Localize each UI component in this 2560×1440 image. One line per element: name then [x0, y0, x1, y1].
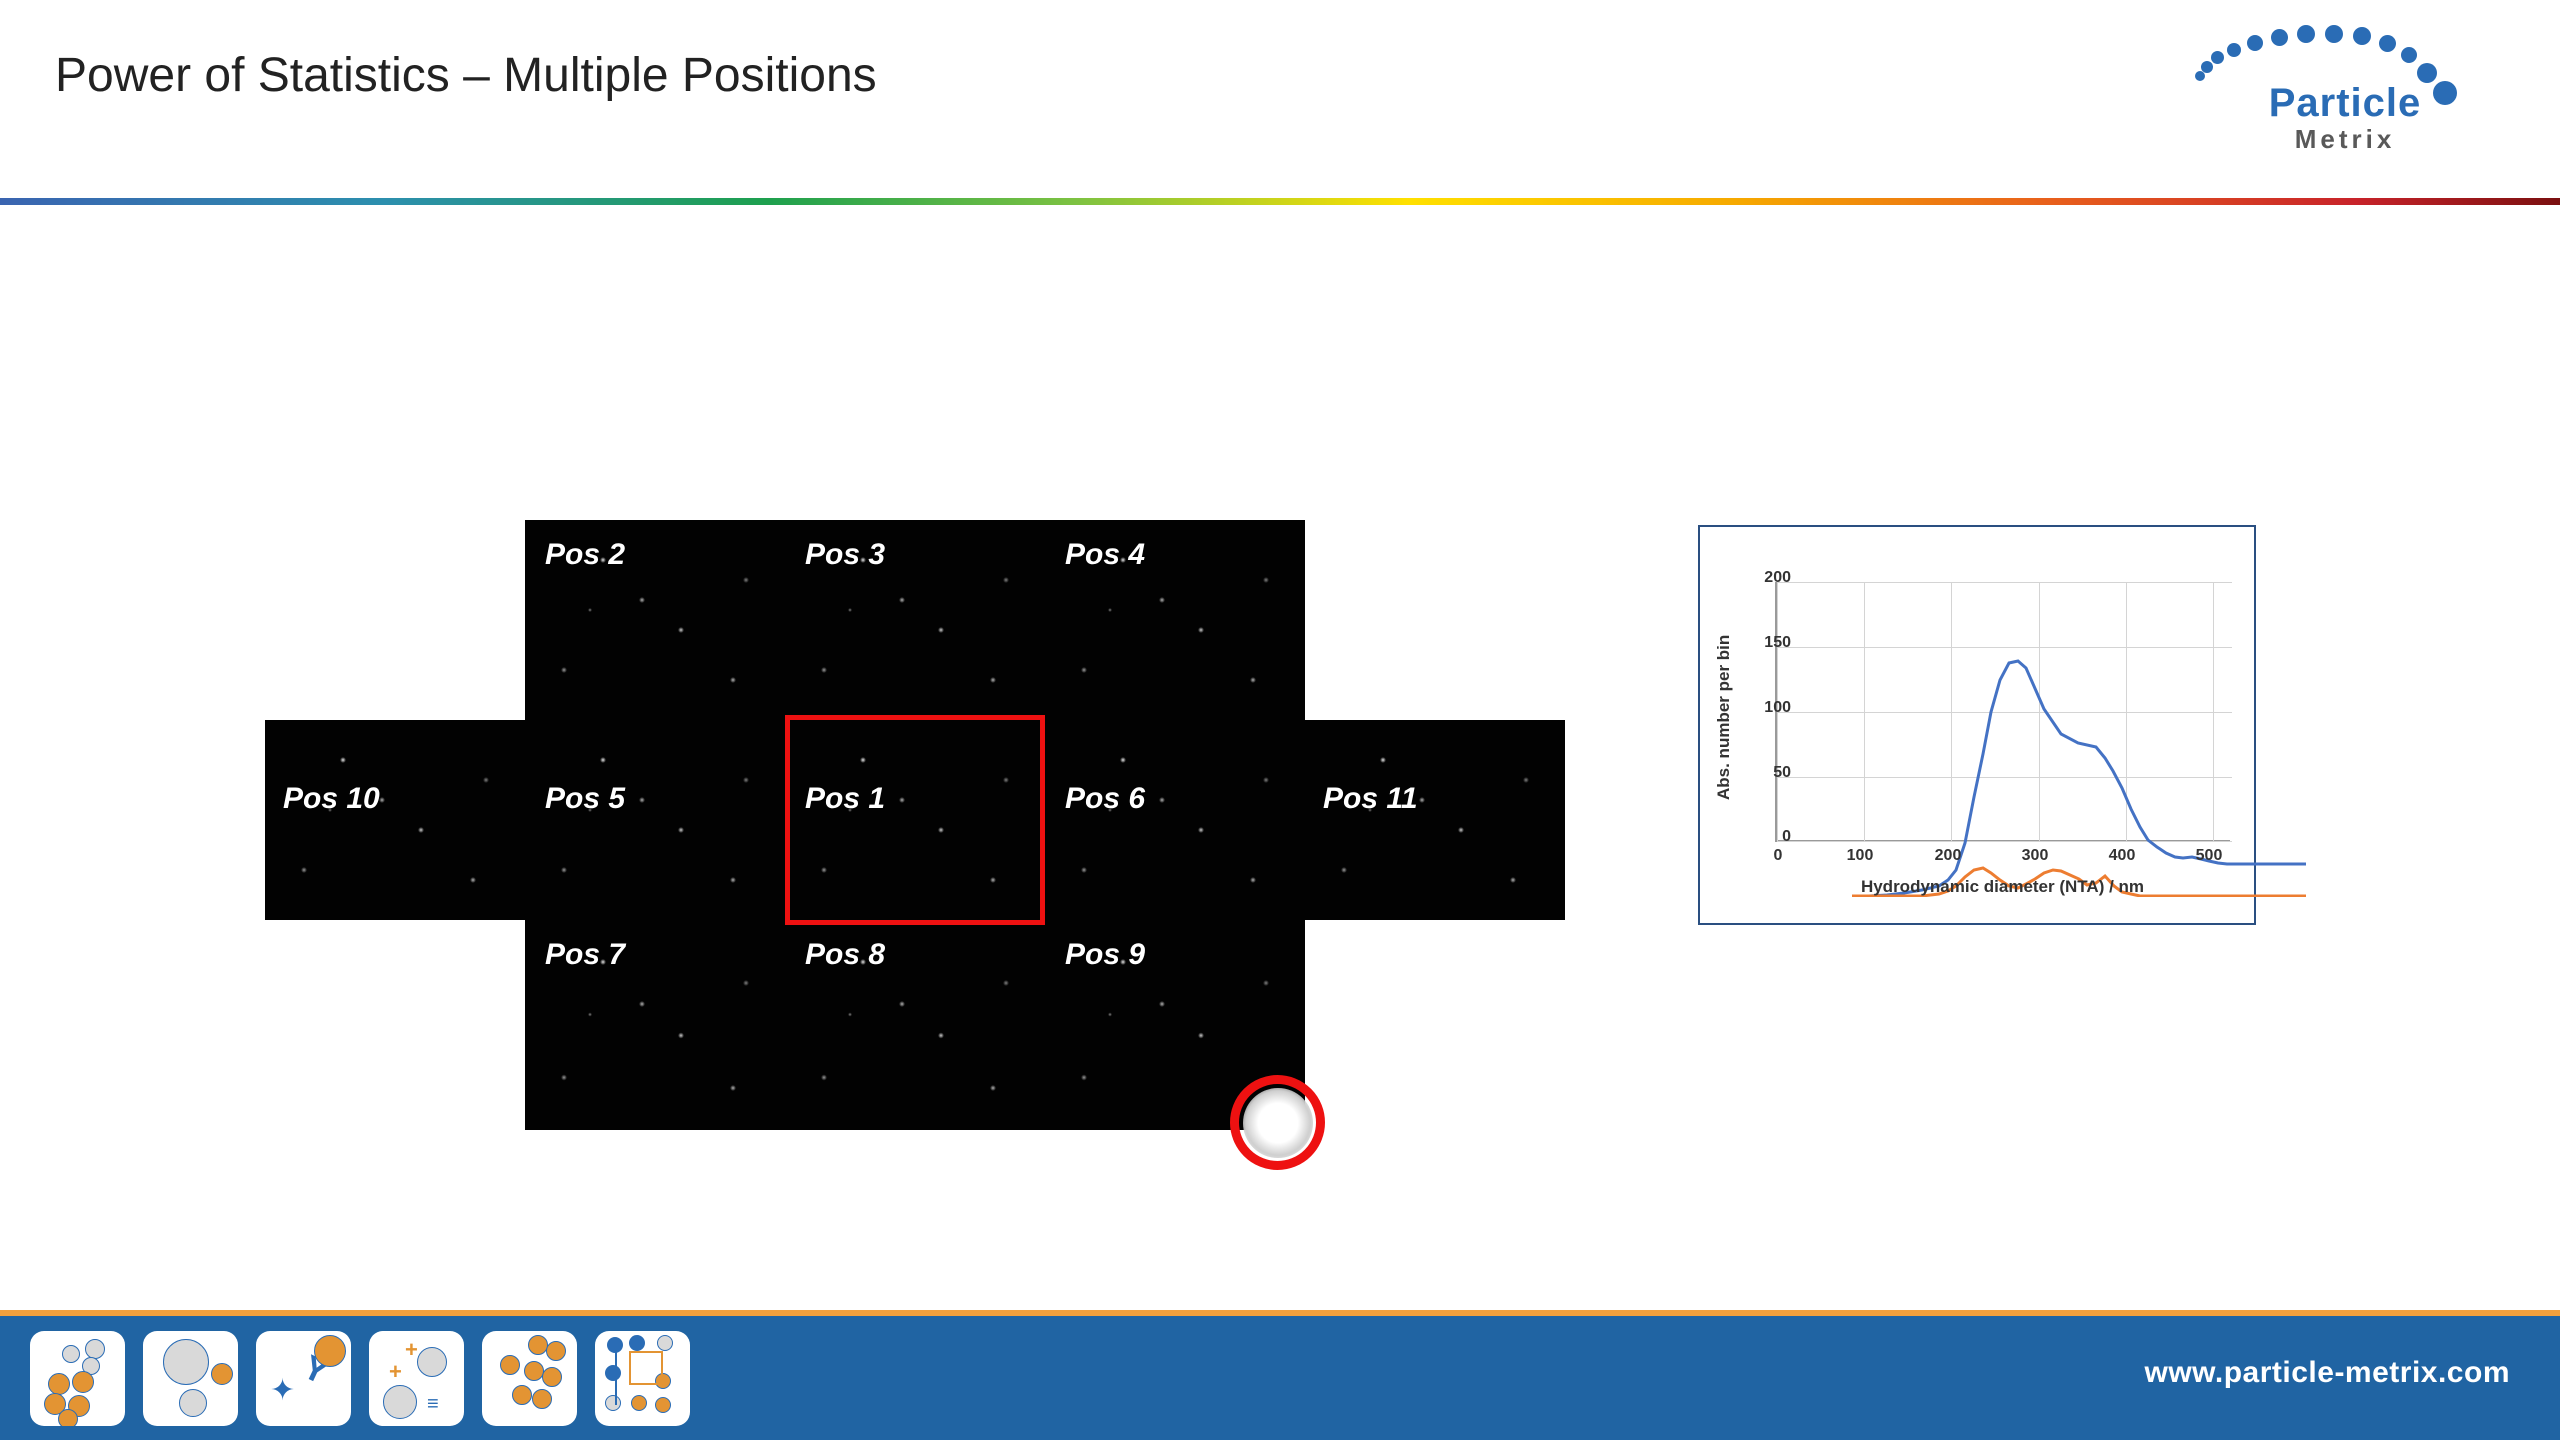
chart-xlabel: Hydrodynamic diameter (NTA) / nm — [1775, 877, 2230, 897]
logo-text-metrix: Metrix — [2185, 124, 2505, 155]
tile-pos-4: Pos 4 — [1045, 520, 1305, 720]
microscopy-cross-image: Pos 2 Pos 3 Pos 4 Pos 10 Pos 5 Pos 1 Pos… — [265, 520, 1305, 1130]
logo-text-particle: Particle — [2185, 81, 2505, 126]
ytick-100: 100 — [1751, 699, 1791, 717]
xtick-500: 500 — [2189, 847, 2229, 865]
tile-pos-3: Pos 3 — [785, 520, 1045, 720]
header-section: Power of Statistics – Multiple Positions… — [0, 0, 2560, 200]
tile-pos-8: Pos 8 — [785, 920, 1045, 1130]
chart-lines-svg — [1852, 637, 2307, 897]
footer-toolbar: ✦ Y + + ≡ — [0, 1310, 2560, 1440]
footer-website-url[interactable]: www.particle-metrix.com — [2145, 1356, 2511, 1390]
ytick-50: 50 — [1751, 764, 1791, 782]
highlight-circle-particle — [1230, 1075, 1325, 1170]
footer-icon-antibody[interactable]: ✦ Y — [256, 1331, 351, 1426]
tile-pos-11: Pos 11 — [1305, 720, 1565, 920]
ytick-150: 150 — [1751, 634, 1791, 652]
chart-ylabel: Abs. number per bin — [1714, 587, 1734, 847]
xtick-300: 300 — [2015, 847, 2055, 865]
particle-size-distribution-chart: Abs. number per bin 200 150 100 50 0 0 1… — [1698, 525, 2256, 925]
xtick-400: 400 — [2102, 847, 2142, 865]
tile-pos-10: Pos 10 — [265, 720, 525, 920]
xtick-200: 200 — [1928, 847, 1968, 865]
footer-icon-particle-clusters[interactable] — [30, 1331, 125, 1426]
ytick-200: 200 — [1751, 569, 1791, 587]
rainbow-divider — [0, 198, 2560, 205]
xtick-0: 0 — [1758, 847, 1798, 865]
tile-pos-6: Pos 6 — [1045, 720, 1305, 920]
tile-pos-2: Pos 2 — [525, 520, 785, 720]
footer-icon-two-spheres[interactable] — [143, 1331, 238, 1426]
footer-icon-scatter-grid[interactable] — [595, 1331, 690, 1426]
footer-icon-list: ✦ Y + + ≡ — [30, 1331, 690, 1426]
tile-pos-5: Pos 5 — [525, 720, 785, 920]
ytick-0: 0 — [1751, 828, 1791, 846]
highlight-box-pos1 — [785, 715, 1045, 925]
chart-plot-area — [1775, 582, 2230, 842]
main-content: Pos 2 Pos 3 Pos 4 Pos 10 Pos 5 Pos 1 Pos… — [0, 205, 2560, 1290]
page-title: Power of Statistics – Multiple Positions — [55, 48, 877, 103]
footer-icon-plus-gray-sphere[interactable]: + + ≡ — [369, 1331, 464, 1426]
footer-icon-orange-cluster[interactable] — [482, 1331, 577, 1426]
particle-metrix-logo: Particle Metrix — [2185, 25, 2505, 165]
logo-dots-decoration — [2195, 25, 2495, 85]
tile-pos-7: Pos 7 — [525, 920, 785, 1130]
xtick-100: 100 — [1840, 847, 1880, 865]
